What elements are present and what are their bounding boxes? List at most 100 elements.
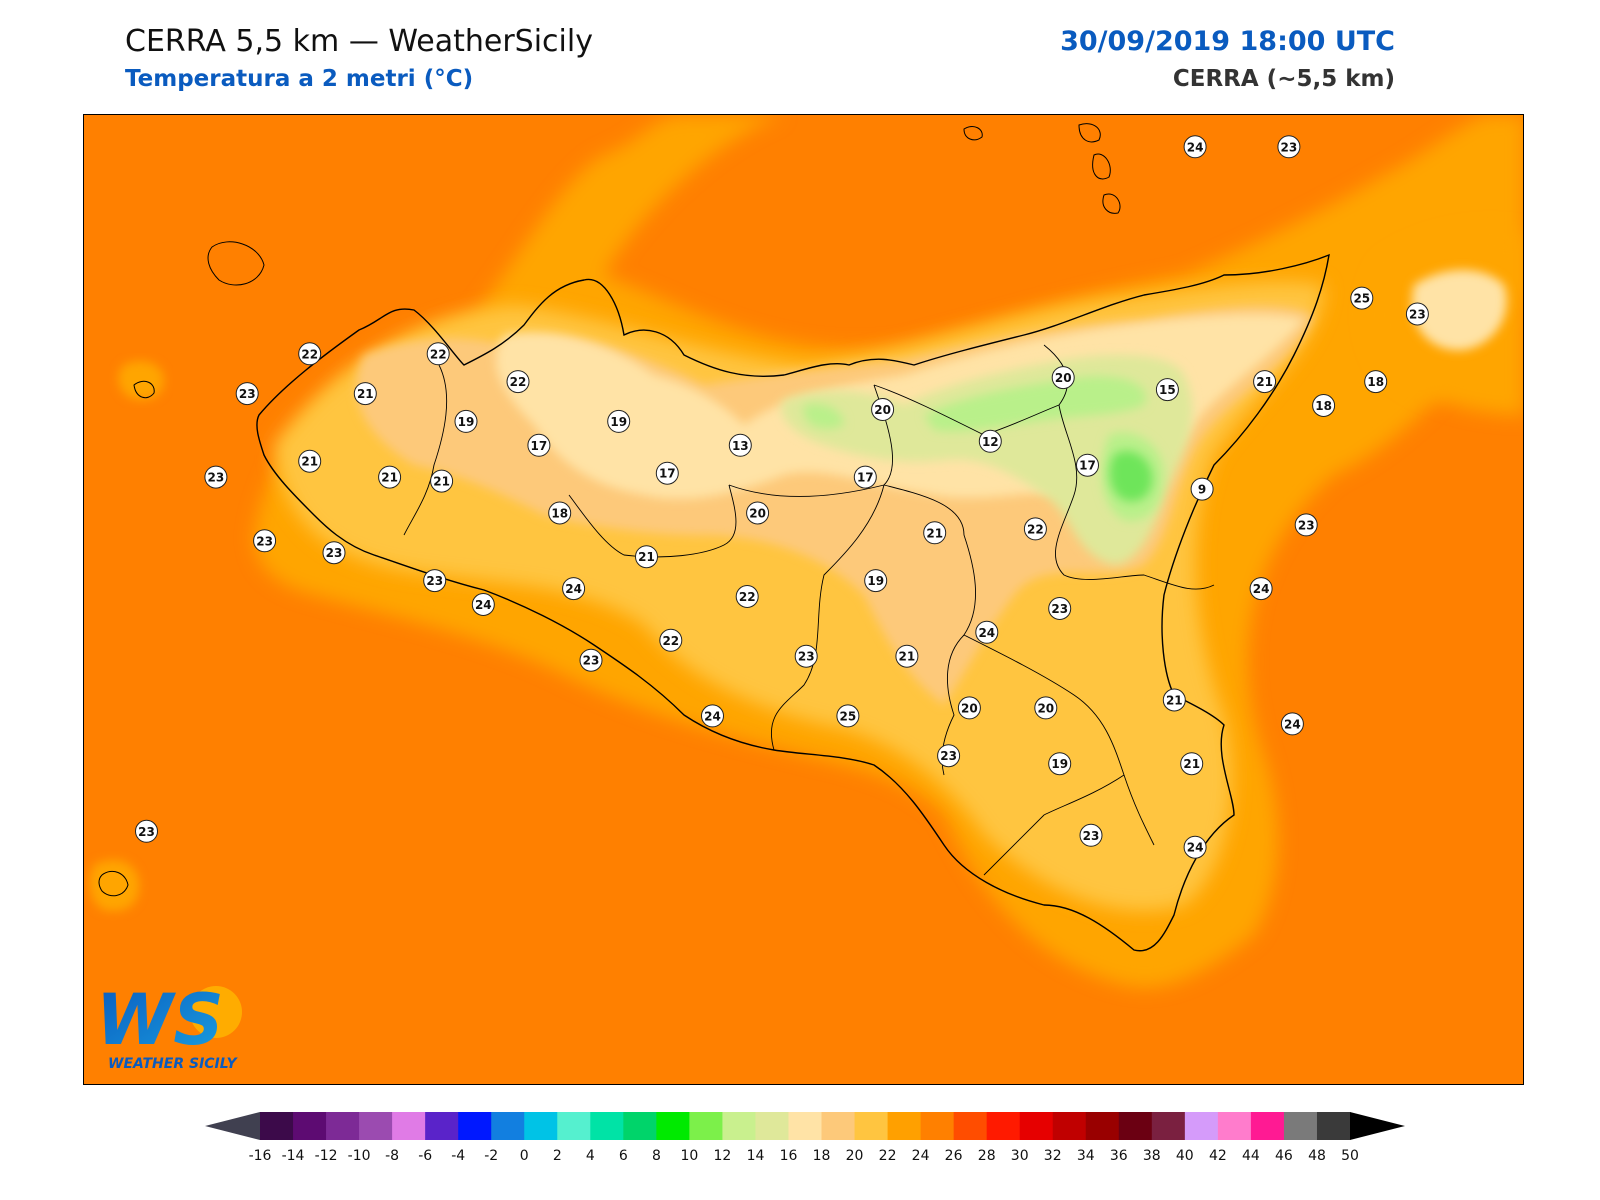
colorbar-swatch [590,1112,624,1140]
colorbar-tick-label: 44 [1242,1148,1260,1164]
station-temperature: 21 [433,475,450,489]
station-temperature: 22 [662,634,679,648]
station-circle [562,577,586,601]
station-circle [1048,597,1072,620]
colorbar-max-arrow [1350,1112,1405,1140]
station-temperature: 15 [1159,383,1176,397]
station-circle [1180,752,1204,776]
station-temperature: 17 [857,471,874,485]
model-name: CERRA (~5,5 km) [1172,66,1395,92]
station-circle [1312,394,1336,417]
station-marker: 23 [135,819,158,843]
temperature-band-calabria-cool [1412,270,1507,351]
station-temperature: 23 [798,650,815,664]
station-marker: 21 [1180,752,1204,776]
map-canvas: 24 23 25 23 22 22 22 23 21 19 19 17 13 20 15 21 18 18 20 12… [84,115,1523,1084]
colorbar-swatch [425,1112,459,1140]
station-circle [298,449,322,473]
weather-sicily-logo: WS WEATHER SICILY [96,982,242,1072]
station-marker: 21 [298,449,322,473]
temperature-colorbar: -16 -14 -12 -10 -8 -6 -4 -2 0 2 4 6 8 10 12 14 16 18 20 22 2… [205,1112,1405,1164]
station-circle [527,433,551,457]
colorbar-swatch [821,1112,856,1140]
colorbar-swatch [1217,1112,1252,1140]
colorbar-swatch [1283,1112,1318,1140]
station-marker: 25 [836,704,860,728]
station-temperature: 17 [1079,459,1096,473]
colorbar-tick-label: 6 [619,1148,628,1164]
station-temperature: 22 [1027,522,1044,536]
station-marker: 25 [1350,286,1374,310]
station-temperature: 18 [551,507,568,521]
station-marker: 23 [579,648,603,672]
station-temperature: 19 [458,415,475,429]
station-circle [548,501,572,525]
station-temperature: 23 [940,749,957,763]
map-subtitle: Temperatura a 2 metri (°C) [125,66,474,92]
station-circle [135,819,158,843]
station-temperature: 21 [926,526,943,540]
colorbar-tick-label: 34 [1077,1148,1095,1164]
temperature-band-egadi [118,360,164,400]
station-marker: 24 [1183,135,1207,159]
station-marker: 24 [562,577,586,601]
station-temperature: 21 [1256,375,1273,389]
station-temperature: 18 [1315,399,1332,413]
station-temperature: 23 [1409,308,1426,322]
station-marker: 20 [1051,366,1075,390]
station-marker: 23 [937,744,961,768]
station-marker: 22 [298,342,322,366]
colorbar-swatch [1184,1112,1219,1140]
colorbar-swatch [458,1112,492,1140]
colorbar-tick-label: 50 [1341,1148,1359,1164]
station-circle [864,569,888,593]
station-temperature: 20 [749,507,766,521]
colorbar-swatches [205,1112,1405,1140]
colorbar-tick-label: -12 [315,1148,338,1164]
station-temperature: 25 [1353,292,1370,306]
station-temperature: 24 [978,626,995,640]
colorbar-swatch [1316,1112,1351,1140]
station-temperature: 24 [1187,140,1204,154]
station-temperature: 24 [475,598,492,612]
station-circle [1183,135,1207,159]
logo-caption: WEATHER SICILY [108,1056,239,1072]
colorbar-tick-label: -8 [385,1148,399,1164]
station-circle [735,585,759,608]
station-circle [1048,752,1072,776]
colorbar-tick-label: 4 [586,1148,595,1164]
station-marker: 17 [527,433,551,457]
station-circle [1051,366,1075,390]
colorbar-tick-label: 40 [1176,1148,1194,1164]
station-temperature: 23 [208,471,225,485]
station-marker: 23 [423,569,447,593]
colorbar-tick-label: 36 [1110,1148,1128,1164]
temperature-map[interactable]: 24 23 25 23 22 22 22 23 21 19 19 17 13 20 15 21 18 18 20 12… [83,114,1524,1085]
station-marker: 19 [864,569,888,593]
colorbar-swatch [1019,1112,1054,1140]
colorbar-tick-label: 2 [553,1148,562,1164]
station-temperature: 20 [1055,371,1072,385]
station-circle [378,465,402,489]
station-temperature: 23 [326,546,343,560]
station-markers: 24 23 25 23 22 22 22 23 21 19 19 17 13 20 15 21 18 18 20 12… [135,135,1429,859]
station-temperature: 18 [1367,375,1384,389]
colorbar-swatch [1118,1112,1153,1140]
colorbar-tick-label: 16 [780,1148,798,1164]
station-marker: 24 [1280,712,1304,736]
colorbar-swatch [755,1112,789,1140]
station-circle [794,644,818,668]
colorbar-tick-label: 30 [1011,1148,1029,1164]
station-circle [423,569,447,593]
station-marker: 20 [746,501,770,525]
station-circle [506,370,530,394]
station-circle [1405,302,1429,326]
colorbar-swatch [392,1112,426,1140]
colorbar-ticks: -16 -14 -12 -10 -8 -6 -4 -2 0 2 4 6 8 10 12 14 16 18 20 22 2… [249,1148,1359,1164]
station-circle [1162,688,1186,712]
station-circle [253,529,277,553]
station-temperature: 23 [256,534,273,548]
station-circle [1294,513,1318,537]
station-marker: 15 [1155,378,1179,402]
colorbar-swatch [656,1112,690,1140]
